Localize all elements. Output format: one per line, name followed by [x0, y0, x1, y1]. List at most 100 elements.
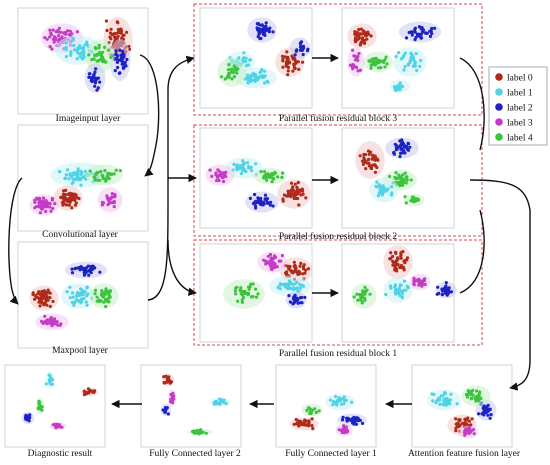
scatter-point: [397, 51, 401, 55]
scatter-point: [291, 185, 295, 189]
scatter-point: [37, 196, 42, 200]
scatter-point: [388, 174, 392, 179]
scatter-point: [169, 380, 173, 384]
scatter-point: [106, 174, 110, 178]
scatter-point: [278, 283, 282, 287]
scatter-point: [106, 196, 110, 200]
scatter-point: [75, 30, 79, 34]
scatter-point: [123, 60, 127, 64]
scatter-point: [108, 289, 112, 294]
scatter-point: [384, 55, 388, 59]
scatter-point: [288, 300, 292, 304]
scatter-point: [37, 201, 41, 205]
label-fc2: Fully Connected layer 2: [149, 449, 241, 459]
scatter-point: [237, 166, 241, 170]
scatter-point: [115, 60, 119, 64]
scatter-point: [298, 286, 303, 290]
scatter-point: [413, 64, 417, 68]
scatter-point: [360, 32, 364, 36]
scatter-point: [53, 202, 57, 206]
scatter-point: [466, 416, 470, 420]
scatter-point: [45, 37, 49, 41]
scatter-point: [256, 78, 260, 82]
scatter-point: [396, 263, 400, 267]
scatter-point: [385, 62, 389, 66]
scatter-point: [51, 299, 55, 304]
scatter-point: [360, 36, 364, 40]
scatter-point: [298, 188, 302, 192]
scatter-point: [352, 415, 356, 419]
scatter-point: [108, 201, 112, 205]
scatter-point: [81, 267, 85, 271]
scatter-point: [106, 297, 110, 301]
scatter-point: [288, 191, 292, 195]
scatter-point: [394, 88, 398, 93]
scatter-point: [335, 400, 340, 404]
scatter-point: [264, 262, 268, 266]
scatter-point: [71, 295, 75, 299]
scatter-point: [270, 259, 274, 264]
scatter-point: [251, 282, 255, 286]
scatter-point: [112, 195, 117, 199]
scatter-point: [280, 175, 284, 179]
panel-frame-11: [140, 364, 242, 448]
scatter-point: [241, 162, 245, 166]
scatter-point: [102, 58, 106, 62]
scatter-point: [486, 403, 490, 407]
scatter-point: [259, 23, 263, 27]
scatter-point: [413, 61, 417, 66]
scatter-point: [356, 58, 360, 63]
scatter-point: [93, 46, 97, 50]
scatter-point: [63, 192, 67, 197]
scatter-point: [64, 48, 68, 52]
scatter-point: [369, 166, 374, 171]
legend-swatch-4: [495, 133, 503, 141]
scatter-point: [90, 58, 94, 62]
scatter-point: [308, 411, 312, 416]
scatter-point: [263, 74, 267, 78]
scatter-point: [79, 297, 84, 301]
flow-arrows: [8, 53, 531, 409]
scatter-point: [115, 20, 119, 24]
scatter-point: [403, 258, 407, 262]
scatter-point: [253, 192, 257, 197]
scatter-point: [64, 188, 68, 192]
scatter-point: [104, 304, 108, 309]
scatter-point: [406, 142, 411, 146]
scatter-point: [112, 172, 116, 176]
scatter-point: [286, 189, 290, 193]
scatter-point: [87, 53, 91, 57]
scatter-point: [86, 387, 91, 391]
scatter-point: [65, 168, 70, 172]
scatter-point: [446, 288, 450, 292]
scatter-point: [356, 33, 360, 37]
scatter-point: [96, 178, 100, 182]
scatter-point: [419, 59, 423, 63]
scatter-point: [441, 394, 445, 398]
scatter-point: [88, 169, 92, 173]
scatter-point: [97, 46, 101, 50]
scatter-point: [221, 179, 226, 184]
scatter-point: [263, 193, 268, 197]
legend-swatch-2: [495, 103, 503, 111]
scatter-point: [296, 60, 300, 64]
scatter-point: [398, 139, 402, 143]
scatter-point: [215, 179, 219, 183]
scatter-point: [50, 382, 55, 386]
scatter-point: [342, 402, 346, 406]
scatter-point: [463, 432, 468, 436]
scatter-point: [300, 283, 304, 287]
scatter-point: [271, 30, 275, 34]
scatter-point: [306, 267, 311, 271]
scatter-point: [38, 211, 43, 215]
scatter-point: [285, 60, 289, 64]
scatter-point: [244, 56, 248, 60]
scatter-point: [254, 287, 258, 291]
scatter-point: [263, 69, 267, 73]
scatter-point: [286, 69, 290, 73]
scatter-point: [162, 381, 166, 385]
scatter-point: [441, 402, 445, 406]
scatter-point: [400, 146, 404, 151]
scatter-point: [271, 257, 275, 261]
label-block2: Parallel fusion residual block 2: [279, 231, 397, 242]
